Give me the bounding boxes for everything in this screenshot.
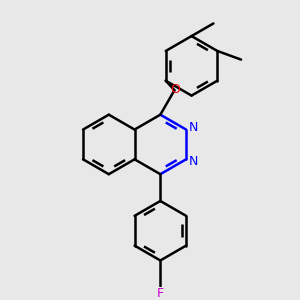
Text: N: N xyxy=(189,121,198,134)
Text: F: F xyxy=(157,287,164,300)
Text: N: N xyxy=(189,154,198,167)
Text: O: O xyxy=(170,83,180,96)
